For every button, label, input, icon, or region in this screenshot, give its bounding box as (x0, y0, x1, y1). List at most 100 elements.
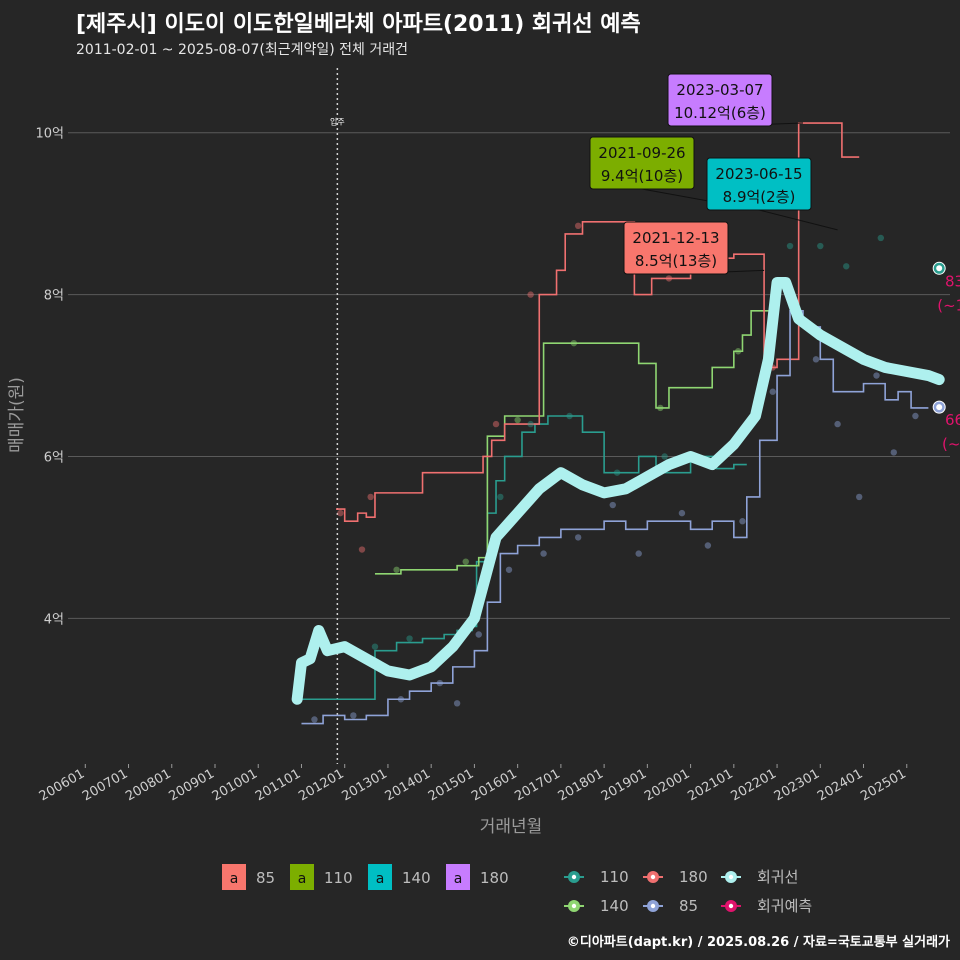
data-point (657, 404, 664, 412)
data-point (877, 234, 885, 242)
legend-marker-dot (571, 903, 577, 909)
data-point (406, 635, 413, 642)
callout-date: 2023-03-07 (676, 81, 763, 99)
trend-line (291, 276, 945, 705)
y-tick-label: 10억 (35, 127, 64, 142)
data-point (739, 518, 746, 525)
data-point (834, 420, 841, 428)
y-axis: 4억 6억 8억 10억 (35, 127, 64, 628)
legend-swatch (446, 864, 470, 890)
forecast-area: (~110㎡) (937, 296, 960, 314)
data-point (817, 242, 824, 250)
data-point (566, 412, 573, 420)
data-point (570, 339, 578, 347)
callout-box (623, 221, 729, 275)
data-point (311, 716, 318, 723)
data-point (609, 501, 616, 509)
x-tick-label: 200601 (37, 766, 87, 804)
data-point (453, 700, 461, 707)
legend-label: 180 (480, 869, 509, 887)
data-point (358, 546, 366, 553)
callout-price: 9.4억(10층) (601, 167, 683, 185)
trend-line-path (291, 276, 945, 705)
data-point (505, 566, 513, 573)
x-axis-label: 거래년월 (480, 817, 543, 837)
legend-key-glyph: a (376, 871, 385, 887)
data-point (704, 542, 712, 549)
data-point (574, 222, 582, 230)
legend-label: 140 (402, 869, 431, 887)
data-point (661, 453, 668, 460)
legend-marker-dot (728, 903, 734, 909)
x-tick-label: 200801 (123, 766, 173, 804)
chart-subtitle: 2011-02-01 ~ 2025-08-07(최근계약일) 전체 거래건 (76, 42, 408, 58)
move-in-label: 입주 (330, 118, 345, 127)
x-tick-label: 201201 (296, 766, 346, 804)
callout-leader (758, 209, 838, 231)
x-tick-label: 202001 (642, 766, 692, 804)
data-point (540, 550, 547, 557)
callout-date: 2021-12-13 (632, 229, 719, 247)
data-point (613, 469, 621, 476)
legend-label: 180 (679, 868, 708, 886)
y-tick-label: 6억 (44, 450, 64, 465)
source-caption: ©디아파트(dapt.kr) / 2025.08.26 / 자료=국토교통부 실… (566, 935, 950, 950)
data-point (912, 412, 919, 420)
x-tick-label: 200901 (167, 766, 217, 804)
data-point (527, 420, 534, 428)
data-points (311, 222, 919, 723)
series-line-85 (301, 309, 929, 725)
data-point (812, 356, 820, 363)
legend-label: 140 (600, 897, 629, 915)
legend-label: 85 (256, 869, 275, 887)
data-point (397, 696, 405, 703)
legend-marker-dot (728, 874, 734, 880)
legend-marker-dot (650, 874, 656, 880)
data-point (678, 509, 686, 517)
series-line-180 (336, 122, 860, 523)
x-tick-label: 201701 (512, 766, 562, 804)
legend-marker-dot (650, 903, 656, 909)
forecast-value: 83,250 (945, 272, 960, 290)
forecast-marker-dot (936, 404, 943, 411)
legend-marker-dot (571, 874, 577, 880)
data-point (436, 679, 444, 687)
x-tick-label: 201901 (599, 766, 649, 804)
x-tick-label: 201401 (383, 766, 433, 804)
legend-label: 110 (600, 868, 629, 886)
legend-label: 회귀선 (757, 868, 798, 886)
x-tick-label: 201501 (426, 766, 476, 804)
legend-label: 110 (324, 869, 353, 887)
x-tick-label: 201801 (556, 766, 606, 804)
data-point (856, 493, 863, 501)
callout-date: 2023-06-15 (715, 165, 802, 183)
x-tick-label: 201001 (210, 766, 260, 804)
chart-title: [제주시] 이도이 이도한일베라체 아파트(2011) 회귀선 예측 (76, 12, 641, 37)
data-point (527, 291, 534, 298)
data-point (475, 631, 482, 638)
data-point (350, 712, 357, 719)
x-tick-label: 200701 (80, 766, 130, 804)
data-point (635, 550, 642, 557)
data-point (492, 420, 500, 428)
legend-key-glyph: a (298, 871, 307, 887)
callout-box (667, 73, 773, 127)
x-tick-label: 202301 (772, 766, 822, 804)
callout-box (706, 157, 812, 211)
data-point (574, 534, 582, 541)
x-tick-label: 202101 (685, 766, 735, 804)
data-point (843, 263, 850, 270)
data-point (873, 372, 880, 379)
grid (68, 132, 950, 619)
x-tick-label: 202201 (729, 766, 779, 804)
callout-date: 2021-09-26 (598, 144, 685, 162)
x-tick-label: 202401 (815, 766, 865, 804)
data-point (371, 643, 379, 650)
data-point (665, 275, 673, 282)
data-point (393, 566, 400, 573)
forecast-markers: 83,250 (~110㎡) 66,100 (~85㎡) (932, 261, 960, 453)
y-tick-label: 8억 (44, 289, 64, 304)
x-tick-label: 201601 (469, 766, 519, 804)
legend-swatch (368, 864, 392, 890)
